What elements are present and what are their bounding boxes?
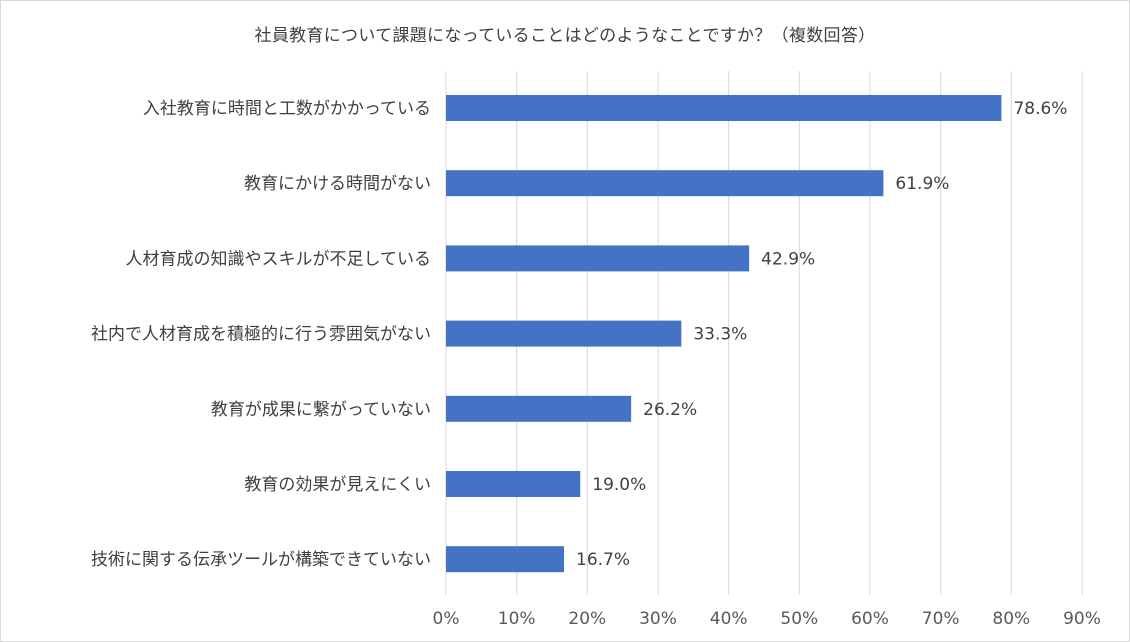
bar [446, 170, 884, 197]
bar [446, 95, 1002, 121]
bar [446, 320, 682, 347]
category-label: 入社教育に時間と工数がかかっている [143, 99, 431, 119]
x-tick-label: 30% [639, 609, 677, 629]
bar [446, 245, 750, 272]
data-label: 16.7% [576, 550, 630, 570]
category-label: 教育にかける時間がない [244, 174, 431, 194]
data-label: 42.9% [761, 249, 815, 269]
category-labels: 入社教育に時間と工数がかかっている教育にかける時間がない人材育成の知識やスキルが… [91, 99, 431, 570]
x-tick-label: 60% [851, 609, 889, 629]
category-label: 社内で人材育成を積極的に行う雰囲気がない [91, 325, 431, 345]
x-axis-ticks: 0% 10% 20% 30% 40% 50% 60% 70% 80% 90% [433, 609, 1101, 629]
x-tick-label: 70% [922, 609, 960, 629]
category-label: 技術に関する伝承ツールが構築できていない [91, 550, 431, 570]
x-tick-label: 90% [1063, 609, 1101, 629]
category-label: 教育が成果に繋がっていない [211, 400, 431, 420]
bar [446, 395, 632, 422]
bar [446, 471, 581, 497]
data-label: 19.0% [592, 475, 646, 495]
category-label: 教育の効果が見えにくい [244, 475, 431, 495]
category-label: 人材育成の知識やスキルが不足している [126, 249, 432, 269]
data-label: 78.6% [1013, 99, 1067, 119]
chart-title: 社員教育について課題になっていることはどのようなことですか？（複数回答） [254, 26, 876, 46]
x-tick-label: 80% [992, 609, 1030, 629]
bars [446, 95, 1002, 573]
x-tick-label: 10% [498, 609, 536, 629]
bar [446, 546, 565, 573]
x-tick-label: 0% [433, 609, 460, 629]
data-labels: 78.6% 61.9% 42.9% 33.3% 26.2% 19.0% 16.7% [576, 99, 1067, 570]
x-tick-label: 20% [568, 609, 606, 629]
x-tick-label: 40% [710, 609, 748, 629]
data-label: 61.9% [895, 174, 949, 194]
x-tick-label: 50% [780, 609, 818, 629]
data-label: 26.2% [643, 400, 697, 420]
data-label: 33.3% [693, 325, 747, 345]
